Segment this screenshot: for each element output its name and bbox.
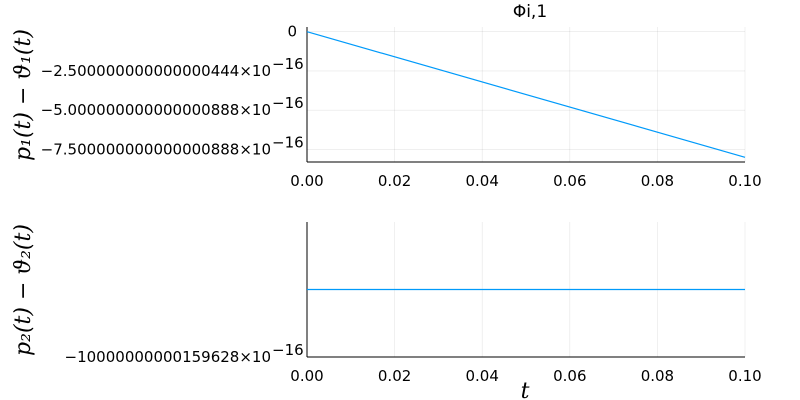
x-tick-label: 0.10 (728, 172, 761, 190)
y-tick-exponent: −16 (272, 94, 304, 112)
y-tick-label: 0 (287, 23, 297, 41)
y-tick-label: −5.000000000000000888×10 (41, 101, 271, 119)
y-tick-exponent: −16 (272, 133, 304, 151)
x-tick-label: 0.02 (378, 172, 411, 190)
y-axis-label: p₁(t) − ϑ₁(t) (11, 29, 36, 161)
x-tick-label: 0.06 (553, 367, 586, 385)
x-tick-label: 0.06 (553, 172, 586, 190)
x-tick-label: 0.04 (465, 367, 498, 385)
y-tick-exponent: −16 (272, 55, 304, 73)
y-tick-label: −7.500000000000000888×10 (41, 140, 271, 158)
x-tick-label: 0.00 (290, 367, 323, 385)
x-tick-label: 0.02 (378, 367, 411, 385)
x-tick-label: 0.04 (465, 172, 498, 190)
y-tick-exponent: −16 (272, 341, 304, 359)
y-tick-label: −2.500000000000000444×10 (41, 62, 271, 80)
x-tick-label: 0.00 (290, 172, 323, 190)
y-tick-label: −10000000000159628×10 (65, 348, 271, 366)
chart-title: Φi,1 (513, 2, 547, 22)
series-line (306, 31, 746, 158)
y-axis-label: p₂(t) − ϑ₂(t) (11, 224, 36, 356)
x-tick-label: 0.08 (641, 172, 674, 190)
x-tick-label: 0.10 (728, 367, 761, 385)
x-tick-label: 0.08 (641, 367, 674, 385)
x-axis-label: t (521, 379, 530, 400)
bottom-panel: 0.00 0.02 0.04 0.06 0.08 0.10 −100000000001596… (11, 222, 762, 400)
top-panel: 0.00 0.02 0.04 0.06 0.08 0.10 0 −2.500000000000… (11, 2, 762, 190)
